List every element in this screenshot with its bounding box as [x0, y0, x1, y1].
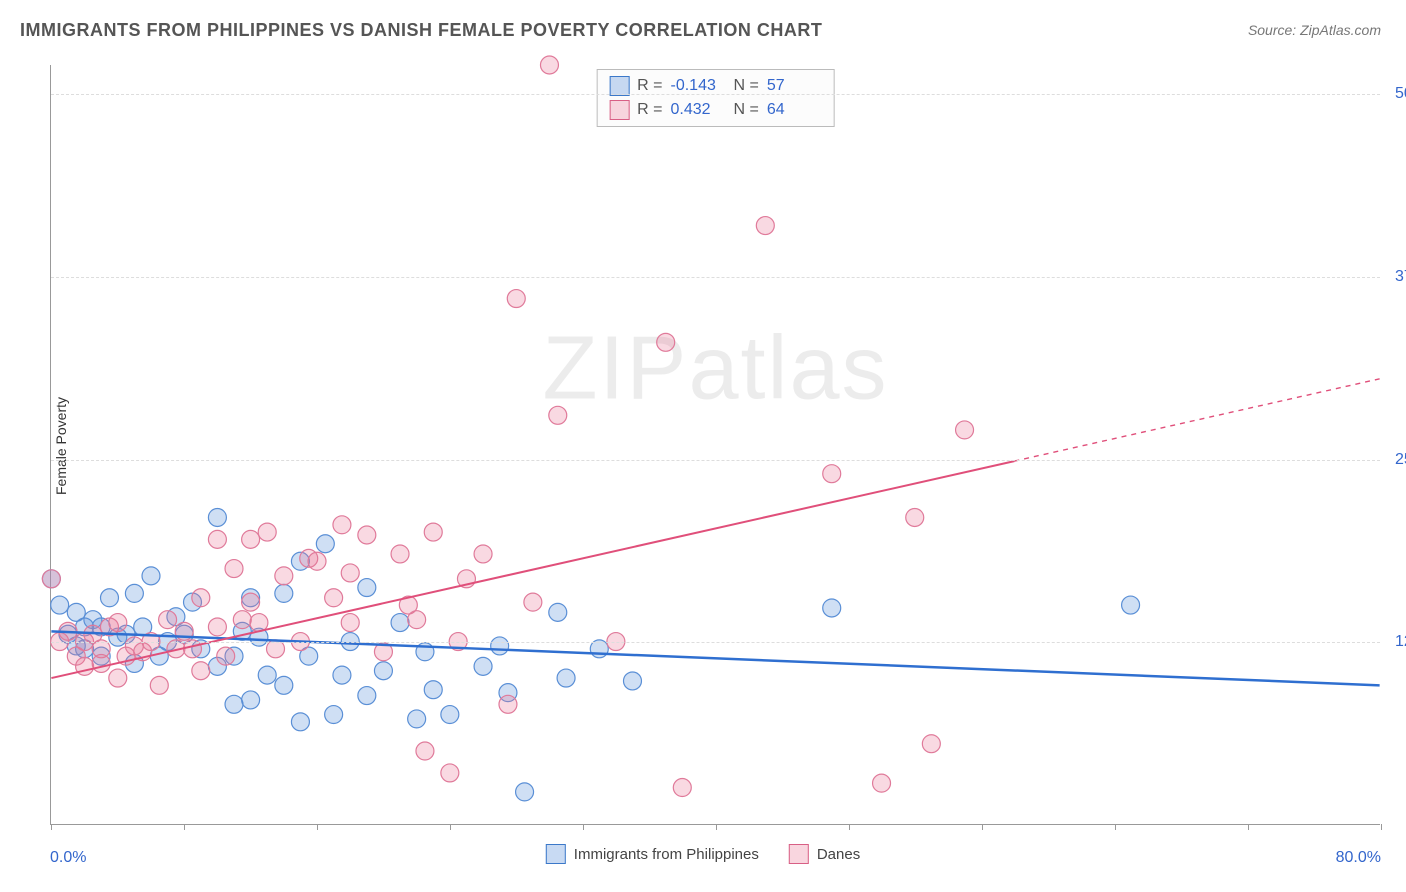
- legend-label-blue: Immigrants from Philippines: [574, 846, 759, 863]
- correlation-legend: R = -0.143 N = 57 R = 0.432 N = 64: [596, 69, 835, 127]
- r-label: R =: [637, 101, 662, 119]
- source-credit: Source: ZipAtlas.com: [1248, 22, 1381, 38]
- legend-label-pink: Danes: [817, 846, 860, 863]
- plot-area: ZIPatlas R = -0.143 N = 57 R = 0.432 N =…: [50, 65, 1380, 825]
- y-tick-label: 50.0%: [1395, 85, 1406, 103]
- scatter-svg: [51, 65, 1380, 824]
- n-value-pink: 64: [767, 101, 822, 119]
- chart-title: IMMIGRANTS FROM PHILIPPINES VS DANISH FE…: [20, 20, 822, 41]
- n-label: N =: [734, 77, 759, 95]
- x-axis-min-label: 0.0%: [50, 849, 86, 867]
- swatch-blue-icon: [546, 844, 566, 864]
- y-tick-label: 37.5%: [1395, 268, 1406, 286]
- n-label: N =: [734, 101, 759, 119]
- r-value-blue: -0.143: [671, 77, 726, 95]
- r-value-pink: 0.432: [671, 101, 726, 119]
- r-label: R =: [637, 77, 662, 95]
- swatch-pink-icon: [609, 100, 629, 120]
- y-tick-label: 25.0%: [1395, 451, 1406, 469]
- n-value-blue: 57: [767, 77, 822, 95]
- series-legend: Immigrants from Philippines Danes: [546, 844, 860, 864]
- y-tick-label: 12.5%: [1395, 633, 1406, 651]
- swatch-blue-icon: [609, 76, 629, 96]
- swatch-pink-icon: [789, 844, 809, 864]
- x-axis-max-label: 80.0%: [1336, 849, 1381, 867]
